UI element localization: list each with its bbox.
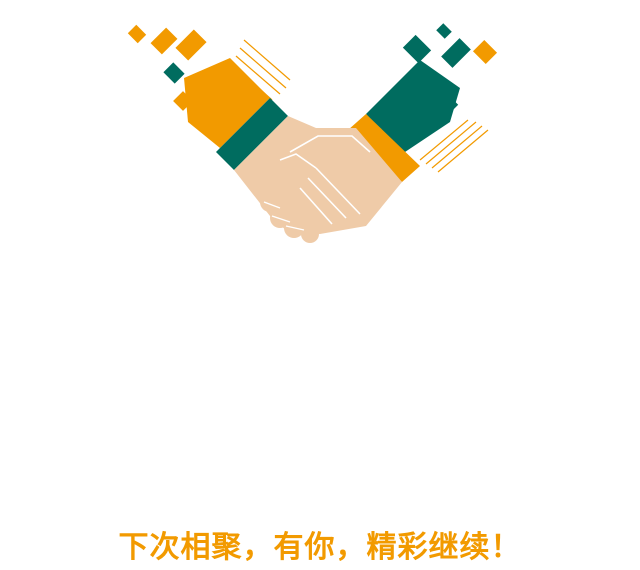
clasped-hands (234, 116, 402, 243)
left-hand-illustration (127, 24, 291, 170)
right-hand-illustration (348, 23, 498, 182)
handshake-icon (127, 23, 498, 243)
closing-tagline: 下次相聚，有你，精彩继续！ (118, 530, 522, 565)
